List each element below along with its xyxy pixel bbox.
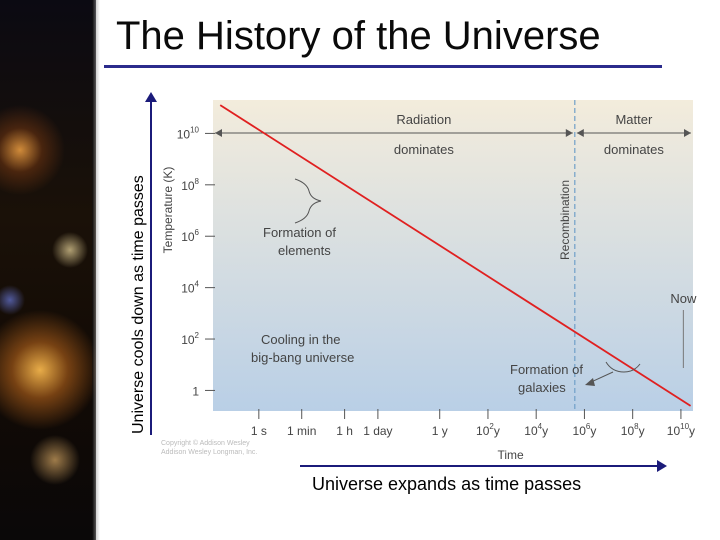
image-edge-shadow [92,0,100,540]
cooling-label: Cooling in the [261,332,341,347]
radiation-label: Radiation [396,112,451,127]
formation-galaxies-label: Formation of [510,362,583,377]
x-arrow-line [300,465,658,467]
y-tick-label: 108 [181,177,199,193]
y-tick-label: 106 [181,228,199,244]
title-underline [104,65,662,68]
credit-line: Copyright © Addison Wesley [161,439,250,447]
now-label: Now [670,291,697,306]
y-tick-label: 1010 [177,125,200,141]
x-tick-label: 102y [476,422,500,438]
page-title: The History of the Universe [116,14,601,58]
galaxy-field-image [0,0,96,540]
x-tick-label: 108y [621,422,645,438]
radiation-dominates-label: dominates [394,142,454,157]
y-arrow-line [150,100,152,435]
y-tick-label: 104 [181,280,199,296]
x-axis-label: Time [497,448,524,462]
recombination-label: Recombination [558,180,572,260]
x-tick-label: 1 h [336,424,353,438]
x-tick-label: 1010y [667,422,695,438]
formation-elements-brace [294,178,322,224]
temperature-time-chart: 1 102 104 106 108 1010 1 s 1 min 1 h 1 day 1 y 102y… [161,100,697,462]
temperature-line [219,104,692,407]
y-arrow-label: Universe cools down as time passes [130,175,147,434]
formation-galaxies-label-2: galaxies [518,380,566,395]
y-arrow-head [145,92,157,102]
formation-elements-label: Formation of [263,225,336,240]
matter-label: Matter [615,112,653,127]
x-tick-label: 104y [524,422,548,438]
matter-dominates-label: dominates [604,142,664,157]
formation-elements-label-2: elements [278,243,331,258]
y-axis-label: Temperature (K) [161,167,175,254]
x-tick-label: 1 min [287,424,316,438]
x-arrow-head [657,460,667,472]
radiation-era-arrow-head-right [565,129,573,137]
x-tick-label: 1 day [363,424,392,438]
cooling-label-2: big-bang universe [251,350,354,365]
x-tick-label: 106y [573,422,597,438]
formation-galaxies-arrowhead [585,378,595,386]
matter-era-arrow-head-left [576,129,584,137]
x-tick-label: 1 y [432,424,448,438]
matter-era-arrow-head-right [684,129,691,137]
x-arrow-label: Universe expands as time passes [312,474,582,494]
y-tick-label: 1 [192,384,199,398]
x-tick-label: 1 s [251,424,267,438]
y-tick-label: 102 [181,331,199,347]
radiation-era-arrow-head-left [215,129,222,137]
credit-line-2: Addison Wesley Longman, Inc. [161,449,257,456]
formation-galaxies-brace [605,361,641,373]
